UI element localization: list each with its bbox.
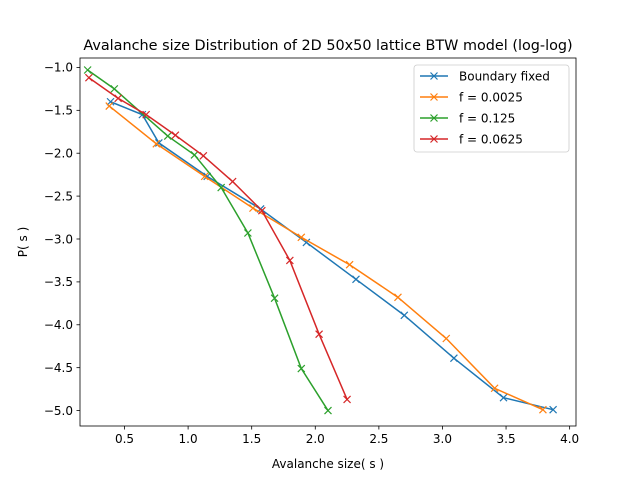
legend-label: f = 0.0025 (459, 90, 523, 104)
legend-label: Boundary fixed (459, 69, 550, 83)
legend: Boundary fixed f = 0.0025 f = 0.125 f = 0.0… (413, 64, 570, 153)
data-point (142, 110, 151, 119)
data-point (345, 260, 354, 269)
data-point (270, 294, 279, 303)
plot-frame (79, 57, 577, 427)
data-point (343, 395, 352, 404)
data-point (199, 151, 208, 160)
x-axis: 0.5 1.0 1.5 2.0 2.5 3.0 3.5 4.0 (115, 426, 579, 446)
data-point (539, 405, 547, 414)
y-axis: −1.0 −1.5 −2.0 −2.5 −3.0 −3.5 −4.0 −4.5 −5.0 (44, 61, 80, 418)
data-point (394, 293, 402, 302)
legend-marker (430, 93, 438, 101)
legend-item: f = 0.125 (420, 111, 515, 125)
data-point (171, 131, 180, 140)
data-point (200, 172, 209, 181)
data-point (490, 384, 499, 393)
data-point (324, 406, 332, 415)
chart-title: Avalanche size Distribution of 2D 50x50 … (83, 38, 572, 54)
legend-marker (430, 114, 438, 122)
legend-marker (430, 135, 438, 143)
legend-item: f = 0.0625 (420, 132, 523, 146)
data-point (257, 206, 266, 215)
data-point (352, 275, 360, 284)
legend-marker (430, 72, 438, 80)
legend-box (413, 64, 570, 153)
series-3 (83, 66, 332, 415)
data-point (449, 354, 458, 363)
x-tick-label: 3.0 (433, 432, 452, 446)
data-point (549, 405, 558, 414)
x-tick-label: 4.0 (560, 432, 579, 446)
data-point (228, 177, 237, 186)
x-tick-label: 2.5 (369, 432, 388, 446)
y-tick-label: −3.5 (44, 275, 73, 289)
x-axis-label: Avalanche size( s ) (272, 457, 384, 471)
data-point (154, 138, 163, 147)
y-tick-label: −1.5 (44, 104, 73, 118)
data-point (297, 364, 306, 373)
series-line (88, 77, 348, 400)
x-tick-label: 1.5 (242, 432, 261, 446)
data-point (163, 132, 172, 140)
data-point (190, 151, 199, 159)
data-point (400, 311, 409, 320)
data-point (442, 334, 451, 343)
data-point (315, 330, 324, 339)
y-tick-label: −4.5 (44, 361, 73, 375)
y-tick-label: −4.0 (44, 318, 73, 332)
series-line (108, 105, 544, 411)
plot-area (83, 66, 558, 415)
data-point (114, 94, 123, 103)
x-tick-label: 1.0 (179, 432, 198, 446)
x-tick-label: 3.5 (497, 432, 516, 446)
data-point (499, 393, 508, 402)
y-tick-label: −2.5 (44, 189, 73, 203)
data-point (106, 97, 115, 106)
data-point (217, 183, 226, 192)
legend-item: f = 0.0025 (420, 90, 523, 104)
data-point (285, 256, 294, 265)
legend-label: f = 0.0625 (459, 132, 523, 146)
x-tick-label: 2.0 (306, 432, 325, 446)
data-point (105, 102, 114, 110)
y-tick-label: −3.0 (44, 232, 73, 246)
y-tick-label: −1.0 (44, 61, 73, 75)
data-point (152, 139, 161, 148)
y-axis-label: P( s ) (16, 227, 30, 257)
y-tick-label: −5.0 (44, 404, 73, 418)
data-point (243, 229, 252, 237)
legend-item: Boundary fixed (420, 69, 550, 83)
data-point (83, 66, 92, 74)
y-tick-label: −2.0 (44, 147, 73, 161)
legend-label: f = 0.125 (459, 111, 515, 125)
data-point (110, 84, 119, 93)
data-point (297, 233, 306, 242)
data-point (84, 73, 93, 82)
series-4 (84, 73, 352, 404)
x-tick-label: 0.5 (115, 432, 134, 446)
data-point (249, 204, 257, 213)
series-2 (105, 102, 547, 414)
